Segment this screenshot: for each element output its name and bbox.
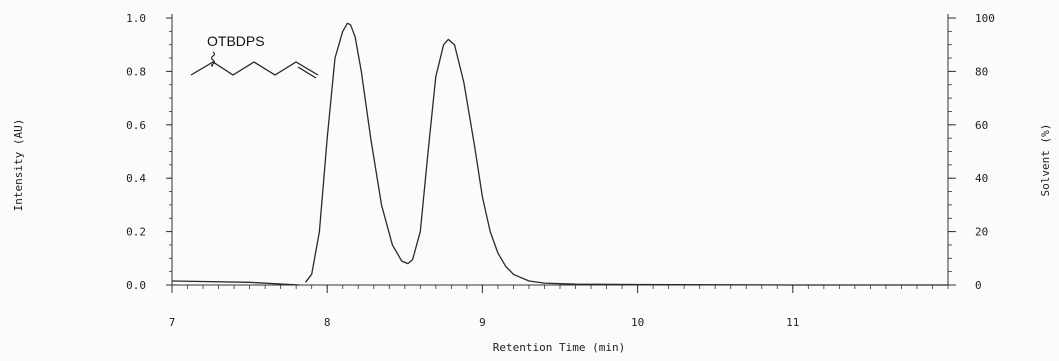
structure-label: OTBDPS bbox=[207, 33, 265, 49]
axes-layer bbox=[171, 14, 949, 286]
x-tick-label: 8 bbox=[324, 316, 331, 329]
chemical-structure: OTBDPS bbox=[190, 33, 319, 79]
stereo-wavy-bond bbox=[210, 51, 216, 67]
x-tick-label: 11 bbox=[786, 316, 799, 329]
y-left-tick-label: 0.0 bbox=[126, 279, 146, 292]
x-tick-label: 10 bbox=[631, 316, 644, 329]
y-axis-title-right: Solvent (%) bbox=[1039, 124, 1052, 197]
x-tick-label: 7 bbox=[169, 316, 176, 329]
y-axis-title-left: Intensity (AU) bbox=[12, 119, 25, 212]
y-right-tick-label: 60 bbox=[975, 119, 988, 132]
x-axis-title: Retention Time (min) bbox=[493, 341, 625, 354]
ticks-layer: 0.0 0.2 0.4 0.6 0.8 1.0 0 20 40 60 80 100 7 8 9 10 11 bbox=[126, 12, 995, 329]
y-right-tick-label: 0 bbox=[975, 279, 982, 292]
chromatogram-trace-baseline bbox=[171, 280, 300, 286]
y-left-tick-label: 0.2 bbox=[126, 226, 146, 239]
structure-double-bond bbox=[297, 66, 317, 79]
y-right-tick-label: 100 bbox=[975, 12, 995, 25]
y-left-tick-label: 0.8 bbox=[126, 65, 146, 78]
x-tick-label: 9 bbox=[479, 316, 486, 329]
labels-layer: Retention Time (min) Intensity (AU) Solv… bbox=[12, 119, 1052, 354]
y-left-tick-label: 0.6 bbox=[126, 119, 146, 132]
y-left-tick-label: 1.0 bbox=[126, 12, 146, 25]
y-right-tick-label: 40 bbox=[975, 172, 988, 185]
series-layer bbox=[171, 22, 948, 286]
y-right-tick-label: 80 bbox=[975, 65, 988, 78]
structure-chain bbox=[190, 61, 319, 76]
y-left-tick-label: 0.4 bbox=[126, 172, 146, 185]
chromatogram-trace-peaks bbox=[304, 22, 948, 286]
y-right-tick-label: 20 bbox=[975, 226, 988, 239]
